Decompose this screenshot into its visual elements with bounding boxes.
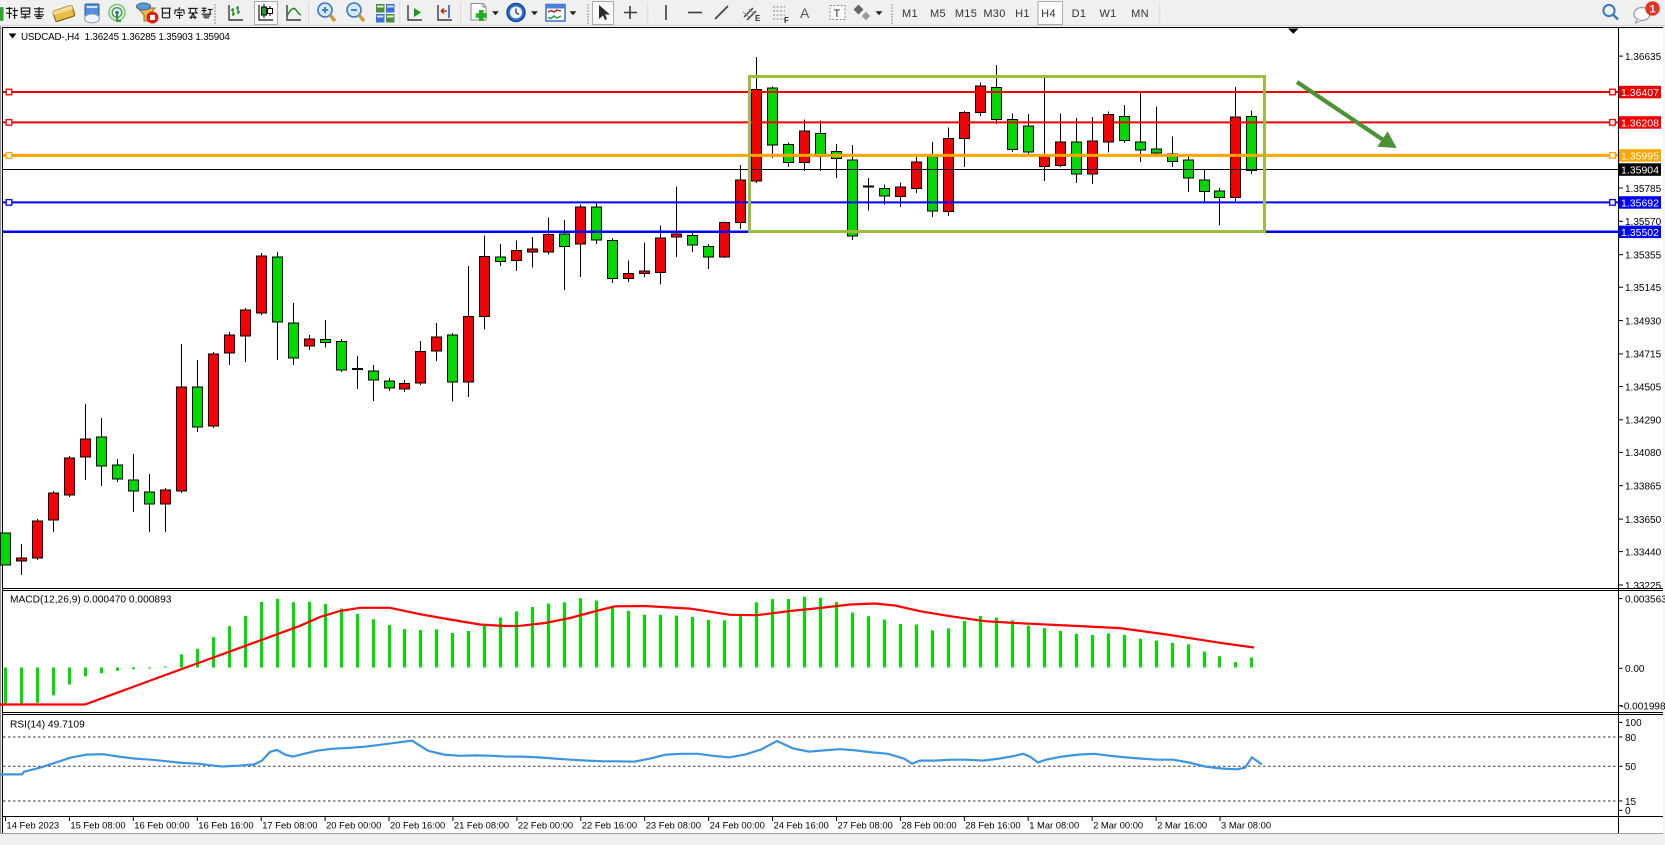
svg-text:1.35995: 1.35995 [1621, 150, 1659, 162]
svg-text:1.35692: 1.35692 [1621, 197, 1659, 209]
svg-text:1.34505: 1.34505 [1625, 382, 1662, 393]
svg-text:1.36407: 1.36407 [1621, 87, 1659, 99]
svg-text:27 Feb 08:00: 27 Feb 08:00 [838, 820, 893, 831]
svg-text:1.34715: 1.34715 [1625, 350, 1662, 361]
svg-text:1.35785: 1.35785 [1625, 184, 1662, 195]
svg-text:24 Feb 16:00: 24 Feb 16:00 [774, 820, 829, 831]
svg-text:A: A [800, 5, 810, 21]
svg-text:M15: M15 [955, 8, 977, 20]
svg-text:24 Feb 00:00: 24 Feb 00:00 [710, 820, 765, 831]
svg-text:H1: H1 [1015, 8, 1030, 20]
svg-text:D1: D1 [1072, 8, 1087, 20]
svg-text:1.33225: 1.33225 [1625, 581, 1662, 592]
svg-text:M30: M30 [983, 8, 1005, 20]
svg-text:1.34290: 1.34290 [1625, 416, 1662, 427]
svg-text:1.34080: 1.34080 [1625, 448, 1662, 459]
svg-text:15 Feb 08:00: 15 Feb 08:00 [70, 820, 125, 831]
svg-text:20 Feb 16:00: 20 Feb 16:00 [390, 820, 445, 831]
svg-text:17 Feb 08:00: 17 Feb 08:00 [262, 820, 317, 831]
svg-text:22 Feb 00:00: 22 Feb 00:00 [518, 820, 573, 831]
svg-text:E: E [755, 14, 761, 23]
svg-text:MN: MN [1131, 8, 1149, 20]
svg-text:1 Mar 08:00: 1 Mar 08:00 [1029, 820, 1079, 831]
svg-text:3 Mar 08:00: 3 Mar 08:00 [1221, 820, 1271, 831]
svg-text:20 Feb 00:00: 20 Feb 00:00 [326, 820, 381, 831]
svg-text:1.36635: 1.36635 [1625, 52, 1662, 63]
svg-text:1.33650: 1.33650 [1625, 515, 1662, 526]
svg-text:1.36208: 1.36208 [1621, 117, 1659, 129]
svg-text:1.35145: 1.35145 [1625, 283, 1662, 294]
svg-text:22 Feb 16:00: 22 Feb 16:00 [582, 820, 637, 831]
svg-text:50: 50 [1625, 762, 1637, 773]
svg-text:100: 100 [1625, 718, 1642, 729]
svg-text:1.33440: 1.33440 [1625, 547, 1662, 558]
svg-text:2 Mar 00:00: 2 Mar 00:00 [1093, 820, 1143, 831]
svg-text:1.35502: 1.35502 [1621, 227, 1659, 239]
svg-text:-0.001998: -0.001998 [1621, 702, 1665, 713]
svg-text:80: 80 [1625, 733, 1637, 744]
svg-text:1.34930: 1.34930 [1625, 316, 1662, 327]
svg-text:28 Feb 00:00: 28 Feb 00:00 [901, 820, 956, 831]
svg-text:H4: H4 [1041, 8, 1056, 20]
svg-text:M1: M1 [902, 8, 918, 20]
svg-text:0: 0 [1625, 806, 1631, 817]
svg-text:M5: M5 [930, 8, 946, 20]
svg-text:T: T [834, 8, 841, 20]
svg-text:1.35355: 1.35355 [1625, 251, 1662, 262]
svg-text:2 Mar 16:00: 2 Mar 16:00 [1157, 820, 1207, 831]
svg-text:1: 1 [1649, 4, 1655, 16]
svg-text:14 Feb 2023: 14 Feb 2023 [7, 820, 60, 831]
svg-text:16 Feb 16:00: 16 Feb 16:00 [198, 820, 253, 831]
svg-text:23 Feb 08:00: 23 Feb 08:00 [646, 820, 701, 831]
svg-text:MACD(12,26,9) 0.000470 0.00089: MACD(12,26,9) 0.000470 0.000893 [10, 595, 172, 606]
svg-text:0.003563: 0.003563 [1625, 594, 1665, 605]
svg-text:RSI(14) 49.7109: RSI(14) 49.7109 [10, 720, 85, 731]
svg-text:21 Feb 08:00: 21 Feb 08:00 [454, 820, 509, 831]
svg-text:1.35904: 1.35904 [1621, 165, 1659, 177]
svg-text:W1: W1 [1099, 8, 1116, 20]
svg-text:16 Feb 00:00: 16 Feb 00:00 [134, 820, 189, 831]
svg-text:USDCAD-,H4 1.36245 1.36285 1.: USDCAD-,H4 1.36245 1.36285 1.35903 1.359… [21, 32, 230, 43]
svg-text:1.33865: 1.33865 [1625, 482, 1662, 493]
svg-text:28 Feb 16:00: 28 Feb 16:00 [965, 820, 1020, 831]
svg-text:F: F [784, 16, 789, 25]
svg-text:0.00: 0.00 [1625, 664, 1645, 675]
